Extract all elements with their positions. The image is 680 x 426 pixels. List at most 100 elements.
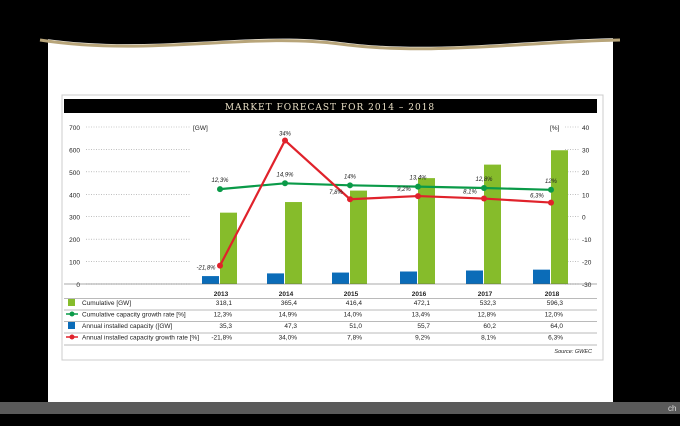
table-cell: 8,1%: [481, 335, 496, 342]
table-cell: 13,4%: [412, 312, 431, 319]
series-point: [481, 195, 487, 202]
right-axis-unit: [%]: [550, 125, 560, 132]
table-cell: 6,3%: [548, 335, 563, 342]
series-point: [481, 185, 487, 192]
data-label: 8,1%: [463, 190, 477, 196]
legend-label: Cumulative [GW]: [82, 300, 131, 307]
series-point: [282, 180, 288, 187]
legend-square-icon: [68, 322, 75, 329]
series-point: [347, 196, 353, 203]
table-cell: 472,1: [414, 300, 431, 307]
table-cell: 14,9%: [279, 312, 298, 319]
right-axis-tick: -30: [582, 282, 592, 289]
table-cell: 12,0%: [545, 312, 564, 319]
table-cell: 318,1: [216, 300, 233, 307]
right-axis-tick: -20: [582, 260, 592, 267]
title-bar: [64, 99, 597, 113]
series-line-3: [219, 138, 552, 267]
cumulative-bar: [484, 164, 501, 284]
annual-capacity-bar: [400, 271, 417, 284]
data-label: 12,8%: [475, 177, 493, 183]
category-label: 2013: [214, 291, 229, 298]
legend-label: Annual installed capacity growth rate [%…: [82, 335, 199, 342]
left-axis-tick: 500: [69, 170, 80, 177]
data-label: 14,9%: [276, 172, 294, 178]
right-axis-tick: 0: [582, 215, 586, 222]
series-point: [217, 262, 223, 269]
table-cell: 12,8%: [478, 312, 497, 319]
left-axis-tick: 400: [69, 192, 80, 199]
series-line-1: [219, 182, 552, 191]
right-axis-tick: 30: [582, 147, 590, 154]
left-axis-tick: 300: [69, 215, 80, 222]
category-label: 2014: [279, 291, 294, 298]
series-point: [548, 199, 554, 206]
annual-capacity-bar: [533, 269, 550, 284]
series-point: [282, 137, 288, 144]
left-axis-unit: [GW]: [193, 125, 208, 132]
table-cell: 365,4: [281, 300, 298, 307]
bottom-bar-text: ch: [668, 404, 676, 413]
category-label: 2016: [412, 291, 427, 298]
series-point: [347, 182, 353, 189]
data-label: -21,8%: [196, 266, 216, 272]
data-label: 34%: [279, 131, 292, 137]
legend-square-icon: [68, 299, 75, 306]
annual-capacity-bar: [332, 272, 349, 284]
series-point: [548, 186, 554, 193]
table-cell: 9,2%: [415, 335, 430, 342]
data-label: 13,4%: [409, 176, 427, 182]
left-axis-tick: 100: [69, 260, 80, 267]
left-axis-tick: 200: [69, 237, 80, 244]
annual-capacity-bar: [466, 270, 483, 284]
category-label: 2017: [478, 291, 493, 298]
data-label: 6,3%: [530, 194, 544, 200]
annual-capacity-bar: [202, 276, 219, 284]
cumulative-bar: [350, 190, 367, 284]
series-point: [217, 186, 223, 193]
right-axis-tick: -10: [582, 237, 592, 244]
legend-dot-icon: [69, 334, 75, 340]
right-axis-tick: 20: [582, 170, 590, 177]
right-axis-tick: 10: [582, 192, 590, 199]
wave-top: [40, 30, 620, 47]
table-cell: 35,3: [219, 323, 232, 330]
table-cell: -21,8%: [211, 335, 232, 342]
table-cell: 596,3: [547, 300, 564, 307]
legend-dot-icon: [69, 311, 75, 317]
data-label: 9,2%: [397, 187, 411, 193]
table-cell: 532,3: [480, 300, 497, 307]
table-cell: 60,2: [483, 323, 496, 330]
series-point: [415, 193, 421, 200]
category-label: 2018: [545, 291, 560, 298]
left-axis-tick: 0: [76, 282, 80, 289]
chart-frame: [61, 94, 604, 361]
left-axis-tick: 700: [69, 125, 80, 132]
data-label: 14%: [344, 174, 357, 180]
legend-label: Cumulative capacity growth rate [%]: [82, 312, 186, 319]
right-axis-tick: 40: [582, 125, 590, 132]
table-cell: 34,0%: [279, 335, 298, 342]
table-cell: 12,3%: [214, 312, 233, 319]
left-axis-tick: 600: [69, 147, 80, 154]
table-cell: 51,0: [349, 323, 362, 330]
data-label: 12,3%: [211, 178, 229, 184]
category-label: 2015: [344, 291, 359, 298]
cumulative-bar: [285, 202, 302, 284]
legend-label: Annual installed capacity ([GW]: [82, 323, 173, 330]
chart-title: MARKET FORECAST FOR 2014 – 2018: [225, 103, 435, 113]
table-cell: 55,7: [417, 323, 430, 330]
table-cell: 64,0: [550, 323, 563, 330]
source-note: Source: GWEC: [554, 349, 592, 355]
bottom-bar: [0, 402, 680, 414]
data-label: 12%: [545, 179, 558, 185]
table-cell: 7,8%: [347, 335, 362, 342]
table-cell: 14,0%: [344, 312, 363, 319]
cumulative-bar: [551, 150, 568, 284]
data-label: 7,8%: [329, 190, 343, 196]
wave-accent: [39, 38, 621, 51]
table-cell: 416,4: [346, 300, 363, 307]
cumulative-bar: [418, 178, 435, 284]
annual-capacity-bar: [267, 273, 284, 284]
